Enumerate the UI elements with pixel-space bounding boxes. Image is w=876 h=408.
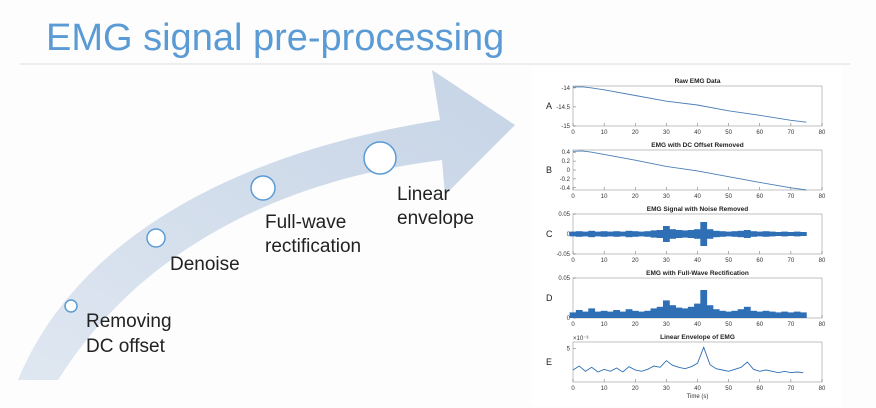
x-tick-label: 20	[632, 322, 639, 328]
y-tick-label: -14.5	[556, 105, 570, 111]
x-tick-label: 10	[601, 194, 608, 200]
y-tick-label: -0.4	[560, 186, 571, 192]
x-tick-label: 80	[819, 322, 826, 328]
axis-exponent: ×10⁻³	[573, 336, 588, 342]
y-tick-label: -15	[561, 124, 570, 130]
signal-line	[572, 86, 807, 123]
x-tick-label: 40	[694, 130, 701, 136]
x-tick-label: 20	[632, 194, 639, 200]
panel-letter: A	[546, 101, 552, 111]
y-tick-label: 0.4	[562, 150, 571, 156]
x-tick-label: 0	[571, 130, 575, 136]
step-label: Removing	[86, 311, 172, 332]
plot-area	[572, 85, 823, 127]
slide-title: EMG signal pre-processing	[46, 17, 504, 59]
step-label: rectification	[265, 236, 361, 257]
y-tick-label: -0.05	[556, 252, 570, 258]
x-tick-label: 30	[663, 322, 670, 328]
x-tick-label: 50	[725, 258, 732, 264]
x-tick-label: 70	[788, 322, 795, 328]
x-tick-label: 60	[756, 130, 763, 136]
x-tick-label: 10	[601, 130, 608, 136]
x-tick-label: 30	[663, 194, 670, 200]
x-tick-label: 60	[756, 386, 763, 392]
x-tick-label: 10	[601, 258, 608, 264]
step-label: Linear	[397, 184, 450, 205]
x-tick-label: 30	[663, 386, 670, 392]
x-tick-label: 50	[725, 322, 732, 328]
step-label: Denoise	[170, 254, 240, 275]
x-tick-label: 0	[571, 322, 575, 328]
x-tick-label: 70	[788, 130, 795, 136]
chart-title: EMG Signal with Noise Removed	[647, 206, 749, 213]
x-tick-label: 30	[663, 130, 670, 136]
x-tick-label: 60	[756, 258, 763, 264]
chart-title: Linear Envelope of EMG	[660, 334, 735, 341]
x-tick-label: 70	[788, 258, 795, 264]
y-tick-label: 5	[567, 347, 571, 353]
x-tick-label: 80	[819, 130, 826, 136]
x-tick-label: 80	[819, 386, 826, 392]
y-tick-label: 0	[567, 232, 571, 238]
step-label: envelope	[397, 208, 474, 229]
y-tick-label: 0.05	[558, 276, 570, 282]
x-tick-label: 20	[632, 258, 639, 264]
step-marker	[363, 141, 397, 175]
y-tick-label: 0.05	[558, 212, 570, 218]
x-tick-label: 80	[819, 194, 826, 200]
x-tick-label: 50	[725, 386, 732, 392]
plot-area	[572, 341, 823, 383]
x-tick-label: 60	[756, 194, 763, 200]
step-label: Full-wave	[265, 212, 346, 233]
x-tick-label: 40	[694, 322, 701, 328]
x-tick-label: 0	[571, 258, 575, 264]
step-label: DC offset	[86, 336, 166, 357]
panel-letter: E	[546, 357, 552, 367]
y-tick-label: 0	[567, 168, 571, 174]
panel-letter: C	[546, 229, 553, 239]
panel-letter: D	[546, 293, 553, 303]
x-tick-label: 10	[601, 386, 608, 392]
x-axis-label: Time (s)	[687, 394, 709, 400]
x-tick-label: 20	[632, 386, 639, 392]
chart-title: EMG with DC Offset Removed	[651, 142, 743, 149]
y-tick-label: 0	[567, 316, 571, 322]
x-tick-label: 70	[788, 386, 795, 392]
step-marker	[146, 228, 166, 248]
x-tick-label: 40	[694, 386, 701, 392]
chart-title: EMG with Full-Wave Rectification	[646, 270, 749, 277]
y-tick-label: -0.2	[560, 177, 571, 183]
step-marker	[250, 175, 276, 201]
x-tick-label: 0	[571, 386, 575, 392]
x-tick-label: 50	[725, 194, 732, 200]
signal-line	[572, 150, 807, 191]
x-tick-label: 40	[694, 258, 701, 264]
x-tick-label: 10	[601, 322, 608, 328]
x-tick-label: 50	[725, 130, 732, 136]
x-tick-label: 0	[571, 194, 575, 200]
x-tick-label: 80	[819, 258, 826, 264]
chart-title: Raw EMG Data	[675, 78, 721, 85]
y-tick-label: 0.2	[562, 159, 571, 165]
panel-letter: B	[546, 165, 552, 175]
step-marker	[64, 299, 78, 313]
x-tick-label: 30	[663, 258, 670, 264]
x-tick-label: 70	[788, 194, 795, 200]
x-tick-label: 60	[756, 322, 763, 328]
signal-line	[572, 346, 804, 374]
x-tick-label: 20	[632, 130, 639, 136]
x-tick-label: 40	[694, 194, 701, 200]
y-tick-label: -14	[561, 86, 570, 92]
